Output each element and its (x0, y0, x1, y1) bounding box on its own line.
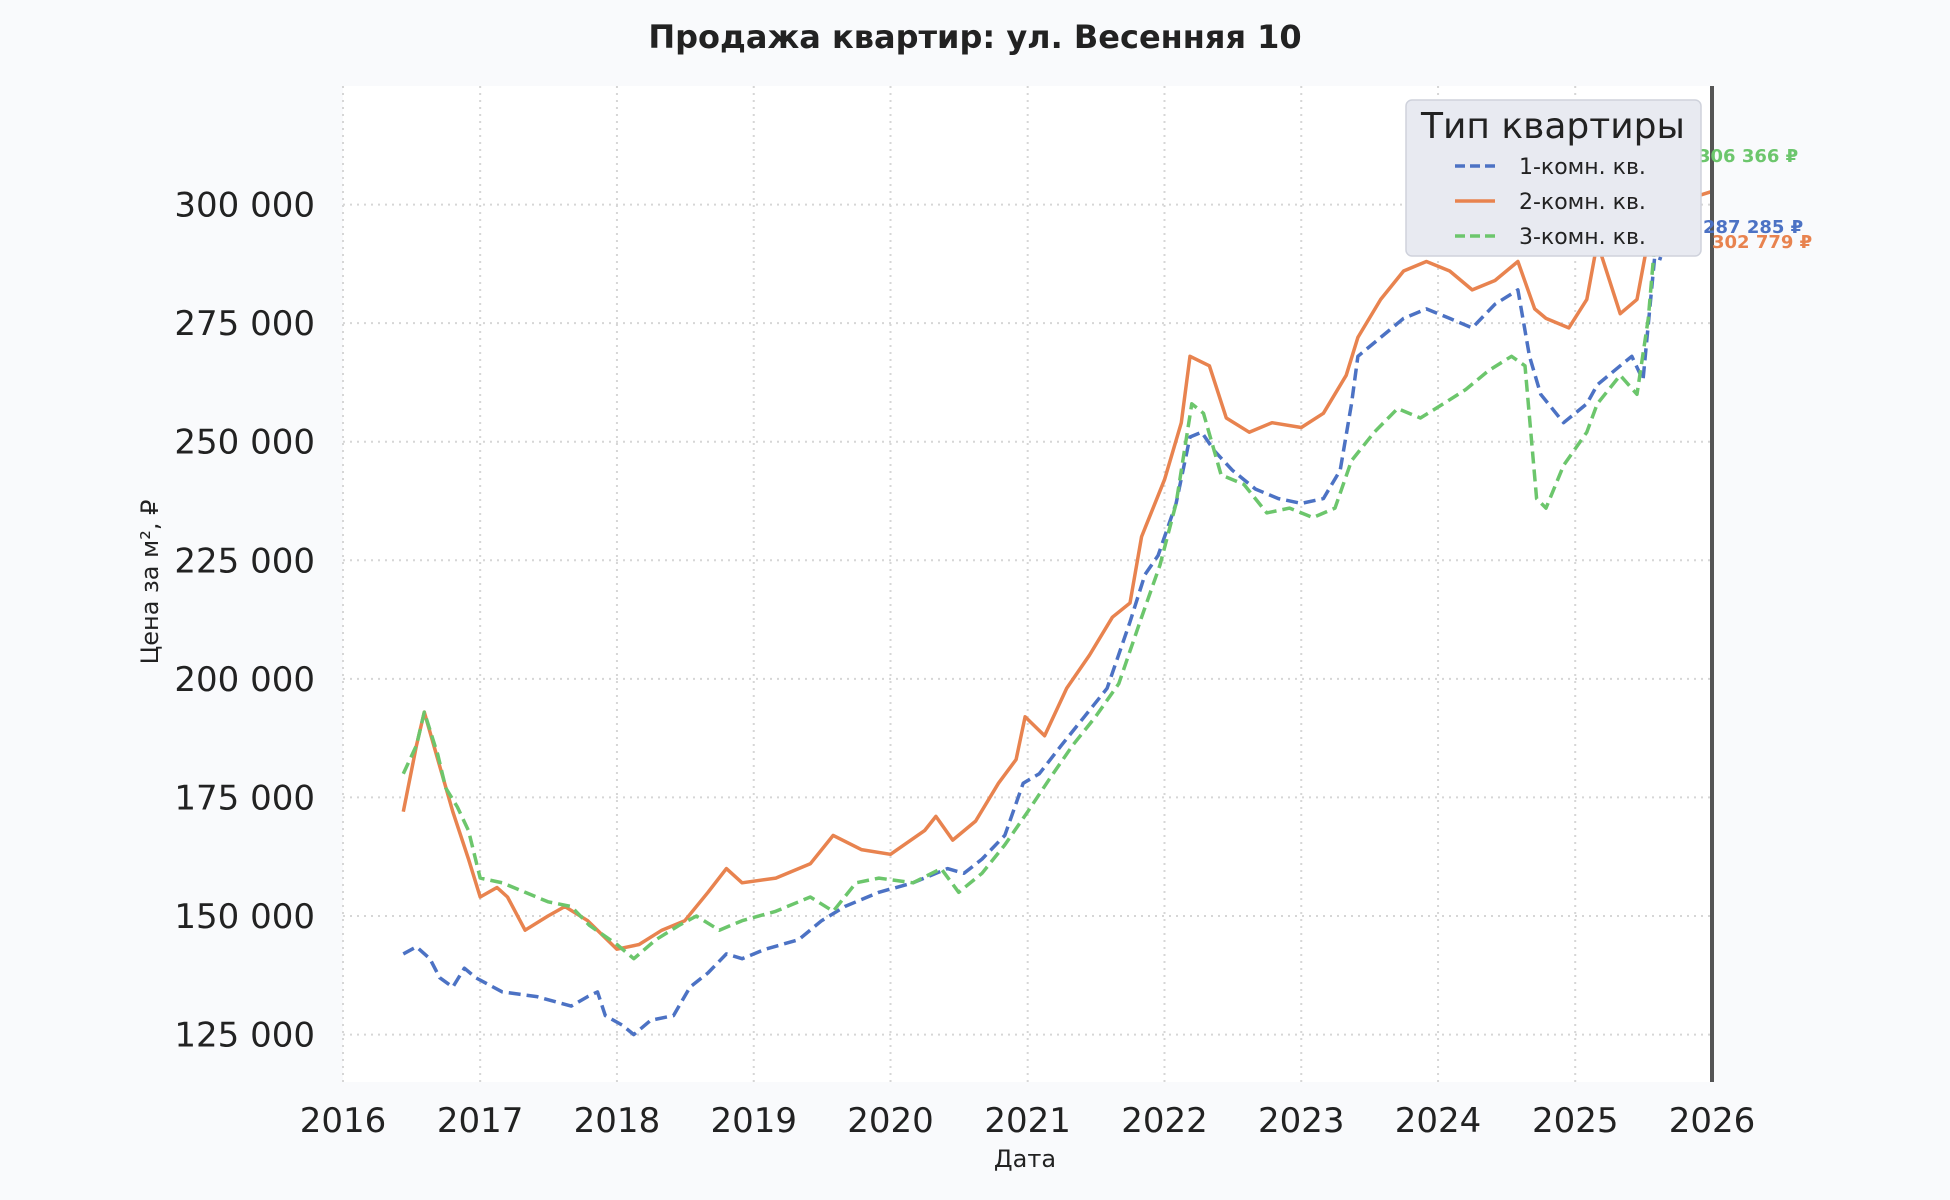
y-tick-label: 225 000 (174, 541, 315, 581)
series-line (401, 173, 1675, 961)
x-tick-label: 2018 (574, 1101, 661, 1141)
x-tick-label: 2019 (710, 1101, 797, 1141)
series-line (402, 254, 1663, 1037)
x-tick-label: 2017 (437, 1101, 524, 1141)
x-tick-label: 2023 (1258, 1101, 1345, 1141)
x-tick-label: 2016 (300, 1101, 387, 1141)
chart-title: Продажа квартир: ул. Весенняя 10 (648, 18, 1301, 56)
y-tick-label: 275 000 (174, 304, 315, 344)
x-tick-label: 2022 (1121, 1101, 1208, 1141)
x-tick-label: 2024 (1395, 1101, 1482, 1141)
x-axis-label: Дата (994, 1145, 1056, 1173)
y-tick-label: 175 000 (174, 778, 315, 818)
y-tick-label: 250 000 (174, 423, 315, 463)
series-layer (401, 173, 1713, 1037)
legend-items: 1-комн. кв. 2-комн. кв. 3-комн. кв. (1455, 155, 1646, 250)
x-tick-label: 2020 (847, 1101, 934, 1141)
x-tick-label: 2021 (984, 1101, 1071, 1141)
legend-entry-label: 1-комн. кв. (1519, 155, 1646, 180)
legend: Тип квартиры 1-комн. кв. 2-комн. кв. 3-ком… (1405, 99, 1702, 257)
y-axis-ticks: 125 000 150 000 175 000 200 000 225 000 250 0… (174, 186, 315, 1056)
legend-entry-label: 3-комн. кв. (1519, 225, 1646, 250)
legend-title: Тип квартиры (1420, 106, 1685, 147)
legend-entry-label: 2-комн. кв. (1519, 190, 1646, 215)
series-end-label: 287 285 ₽ (1703, 217, 1803, 238)
end-labels: 287 285 ₽302 779 ₽ 306 366 ₽ (1698, 146, 1812, 253)
y-tick-label: 300 000 (174, 186, 315, 226)
legend-box (1405, 99, 1702, 257)
y-tick-label: 125 000 (174, 1016, 315, 1056)
y-tick-label: 150 000 (174, 897, 315, 937)
x-tick-label: 2026 (1669, 1101, 1756, 1141)
series-end-label: 306 366 ₽ (1698, 146, 1798, 167)
series-end-label: 302 779 ₽ (1712, 232, 1812, 253)
y-tick-label: 200 000 (174, 660, 315, 700)
x-axis-ticks: 2016 2017 2018 2019 2020 2021 2022 2023 2024 2025… (300, 1101, 1756, 1141)
y-axis-label: Цена за м², ₽ (136, 500, 164, 665)
x-tick-label: 2025 (1532, 1101, 1619, 1141)
